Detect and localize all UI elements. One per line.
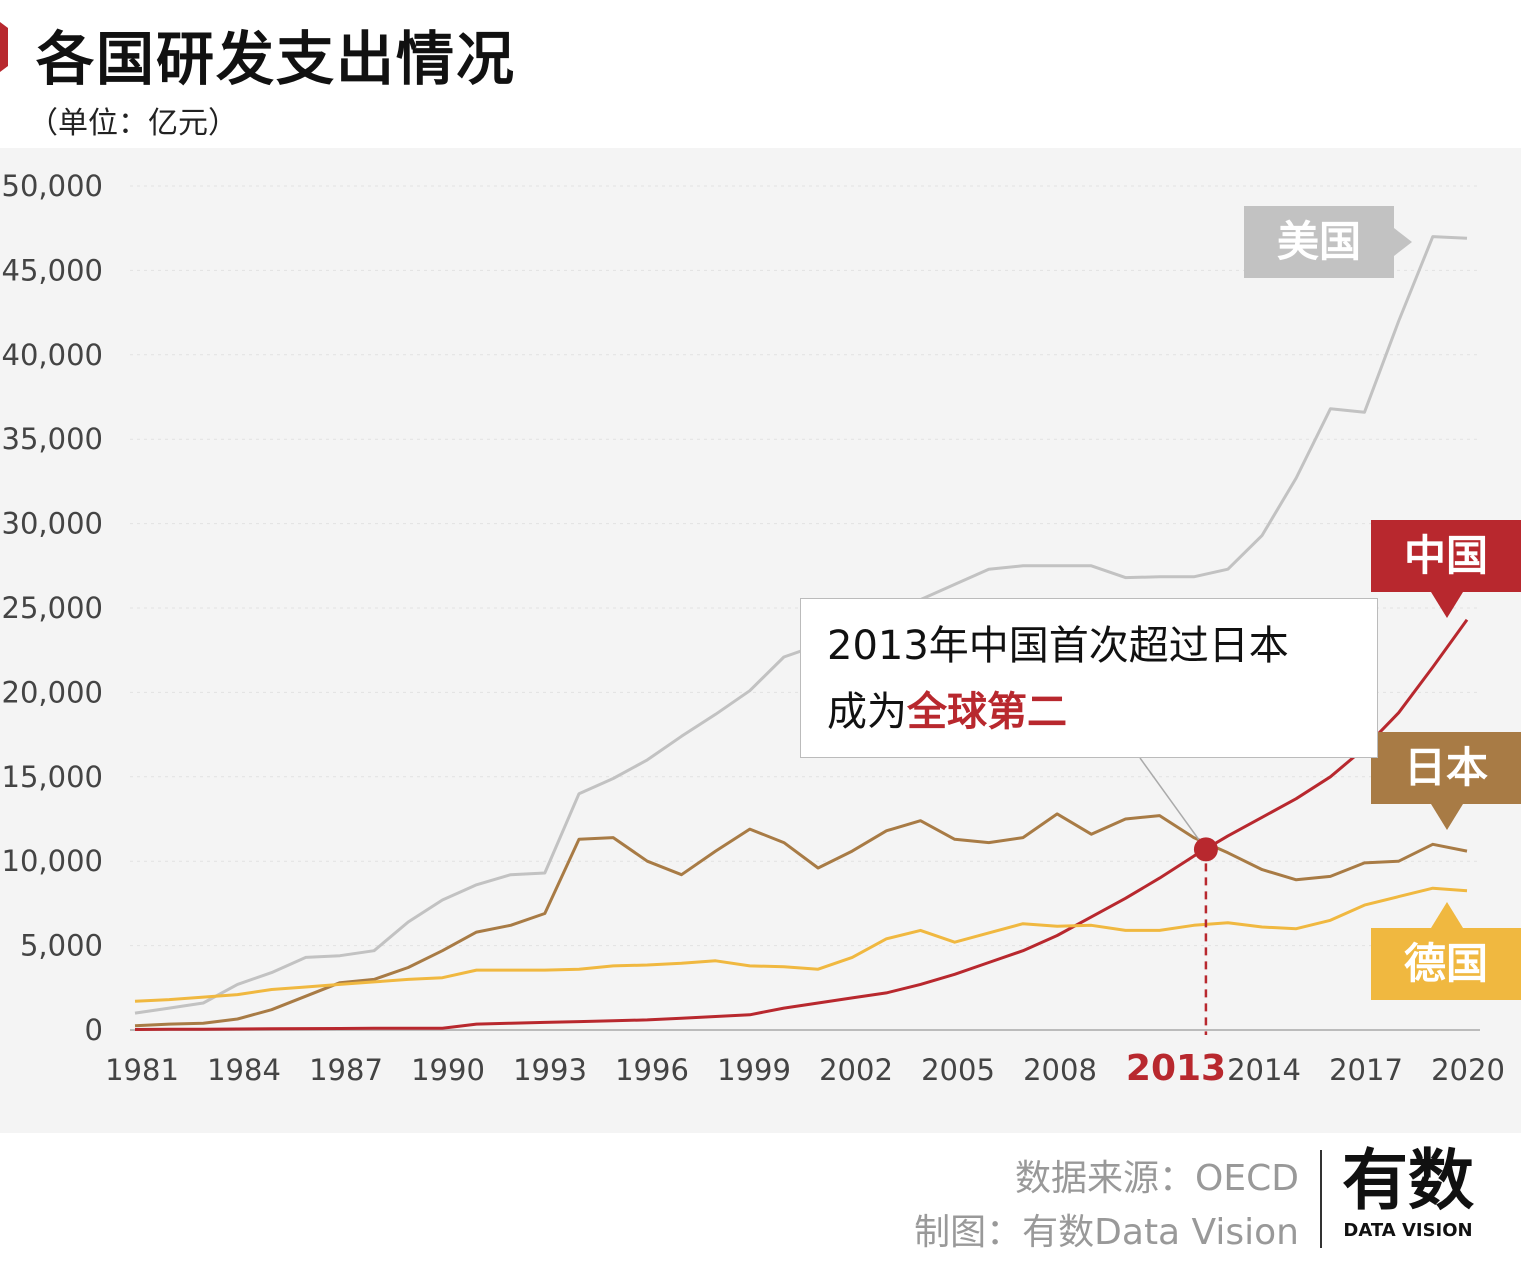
x-tick-label: 1996 — [615, 1053, 689, 1087]
x-tick-label: 2002 — [819, 1053, 893, 1087]
y-tick-label: 5,000 — [20, 929, 103, 963]
annotation-line2-prefix: 成为 — [827, 689, 907, 735]
x-tick-label: 1990 — [411, 1053, 485, 1087]
annotation-leader-line — [1139, 757, 1207, 850]
y-tick-label: 25,000 — [2, 591, 103, 625]
x-tick-label: 2005 — [921, 1053, 995, 1087]
x-tick-label: 2014 — [1227, 1053, 1301, 1087]
legend-tag-us: 美国 — [1244, 206, 1412, 278]
legend-tag-germany: 德国 — [1371, 902, 1521, 1000]
divider — [1320, 1150, 1322, 1248]
series-line-中国 — [134, 618, 1469, 1031]
y-tick-label: 10,000 — [2, 844, 103, 878]
y-tick-label: 40,000 — [2, 338, 103, 372]
x-tick-label: 1993 — [513, 1053, 587, 1087]
y-tick-label: 0 — [85, 1013, 103, 1047]
source-block: 数据来源：OECD 制图：有数Data Vision — [914, 1152, 1299, 1260]
annotation-marker — [1193, 837, 1218, 862]
logo-sub: DATA VISION — [1343, 1220, 1473, 1241]
y-tick-label: 15,000 — [2, 760, 103, 794]
logo: 有数 DATA VISION — [1338, 1142, 1478, 1241]
x-tick-label: 1999 — [717, 1053, 791, 1087]
y-tick-label: 35,000 — [2, 422, 103, 456]
annotation-box: 2013年中国首次超过日本 成为全球第二 — [800, 598, 1378, 758]
x-tick-label: 1984 — [207, 1053, 281, 1087]
x-tick-label: 1987 — [309, 1053, 383, 1087]
y-tick-label: 20,000 — [2, 675, 103, 709]
y-tick-label: 45,000 — [2, 253, 103, 287]
credit-text: 制图：有数Data Vision — [914, 1212, 1299, 1253]
y-tick-label: 50,000 — [2, 169, 103, 203]
y-tick-label: 30,000 — [2, 507, 103, 541]
series-line-德国 — [134, 886, 1468, 1003]
x-tick-label: 2017 — [1329, 1053, 1403, 1087]
series-line-日本 — [134, 812, 1468, 1028]
annotation-highlight: 全球第二 — [907, 689, 1067, 735]
unit-label: （单位：亿元） — [28, 106, 238, 141]
legend-tag-china: 中国 — [1371, 520, 1521, 618]
logo-main: 有数 — [1342, 1142, 1474, 1219]
title-accent-bar — [0, 22, 8, 72]
x-tick-label: 1981 — [105, 1053, 179, 1087]
x-tick-label: 2013 — [1126, 1048, 1226, 1089]
x-tick-label: 2020 — [1431, 1053, 1505, 1087]
annotation-line1: 2013年中国首次超过日本 — [827, 623, 1289, 669]
chart-title: 各国研发支出情况 — [36, 25, 517, 93]
source-text: 数据来源：OECD — [1015, 1158, 1299, 1199]
x-tick-label: 2008 — [1023, 1053, 1097, 1087]
legend-tag-japan: 日本 — [1371, 732, 1521, 830]
